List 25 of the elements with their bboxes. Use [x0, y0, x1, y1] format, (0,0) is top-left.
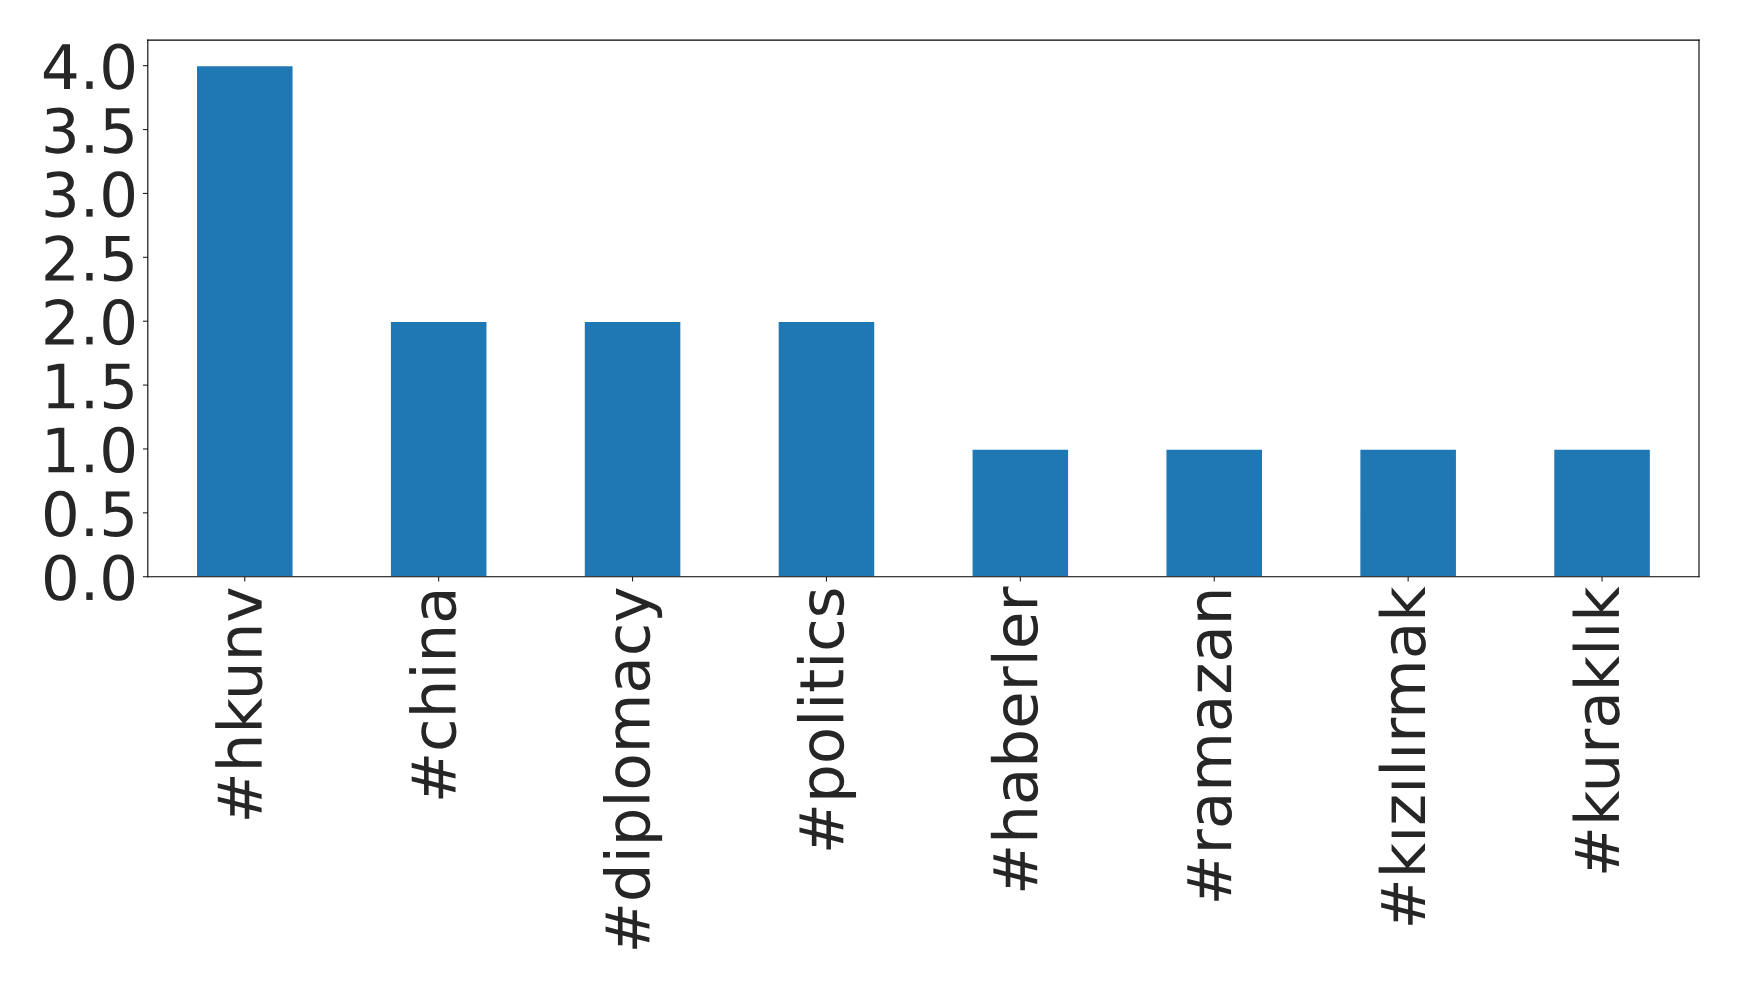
bar	[971, 448, 1070, 577]
bar	[195, 64, 294, 577]
y-tick-label: 2.0	[45, 299, 135, 346]
bar	[777, 320, 876, 577]
y-tick-label: 2.5	[45, 235, 133, 282]
bar	[583, 320, 682, 577]
x-tick-label: #politics	[796, 589, 857, 850]
x-tick-label: #kuraklık	[1572, 586, 1620, 873]
y-tick-label: 3.0	[45, 171, 135, 218]
bar	[389, 320, 488, 577]
bar	[1358, 448, 1458, 577]
y-tick-label: 1.0	[47, 426, 135, 474]
x-tick-label: #hkunv	[215, 588, 263, 819]
y-tick-label: 0.5	[44, 490, 133, 537]
bar	[1165, 448, 1264, 577]
x-tick-label: #haberler	[990, 586, 1039, 891]
y-tick-label: 1.5	[47, 363, 133, 410]
y-tick-label: 0.0	[44, 554, 135, 601]
x-tick-label: #kızılırmak	[1378, 586, 1426, 925]
y-tick-label: 4.0	[43, 43, 135, 90]
y-tick-label: 3.5	[45, 107, 133, 154]
bar	[1552, 448, 1652, 577]
x-tick-label: #china	[409, 592, 457, 799]
x-tick-label: #ramazan	[1187, 591, 1232, 901]
x-tick-label: #diplomacy	[602, 588, 663, 949]
